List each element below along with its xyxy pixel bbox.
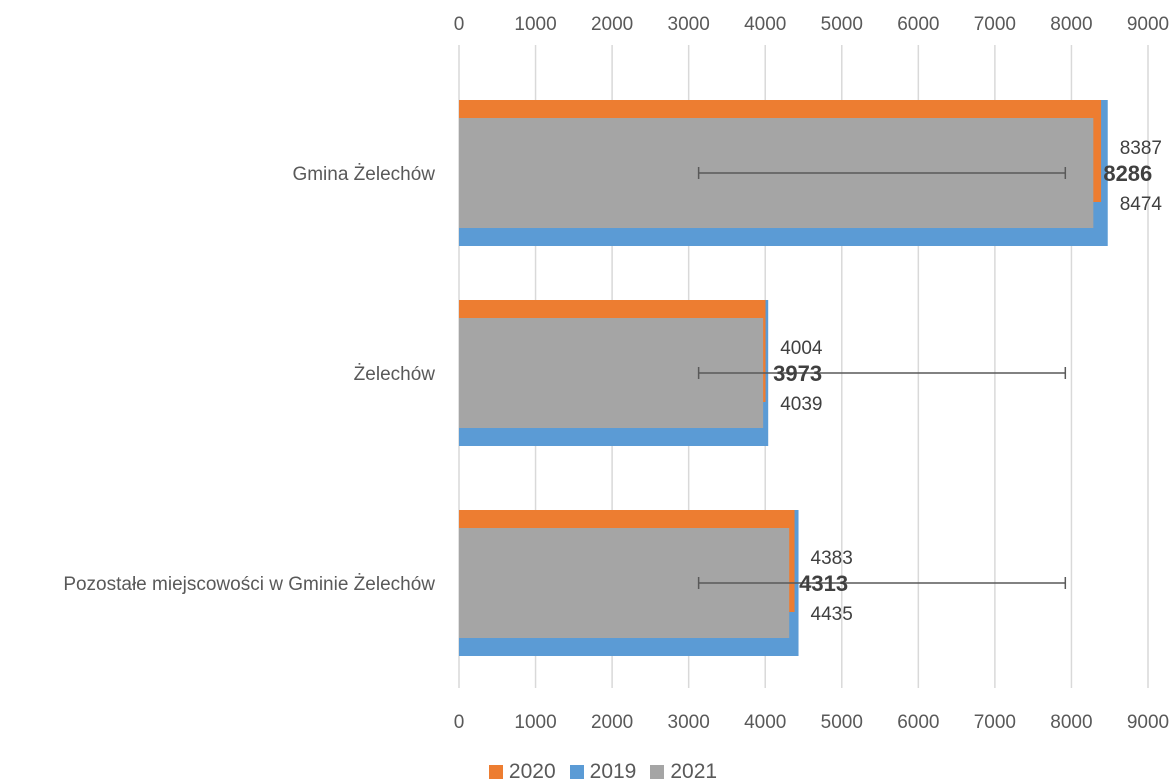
- bottom-axis-ticks: 0 1000 2000 3000 4000 5000 6000 7000 8000 9000: [454, 712, 1169, 733]
- data-label-2021: 3973: [773, 361, 822, 386]
- top-axis-ticks: 0 1000 2000 3000 4000 5000 6000 7000 8000 9000: [454, 14, 1169, 35]
- x-tick-label-bottom: 0: [454, 712, 465, 733]
- bar-chart: 0 1000 2000 3000 4000 5000 6000 7000 8000 9000 0 1…: [63, 14, 1169, 733]
- category-label: Gmina Żelechów: [292, 164, 435, 185]
- data-label-2020: 4383: [811, 548, 853, 569]
- x-tick-label-top: 0: [454, 14, 465, 35]
- legend-item-2021: 2021: [650, 760, 717, 784]
- x-tick-label-bottom: 1000: [514, 712, 556, 733]
- category-label: Pozostałe miejscowości w Gminie Żelechów: [63, 574, 435, 595]
- x-tick-label-top: 3000: [668, 14, 710, 35]
- category-label: Żelechów: [354, 364, 436, 385]
- x-tick-label-bottom: 4000: [744, 712, 786, 733]
- x-tick-label-top: 8000: [1050, 14, 1092, 35]
- data-label-2019: 4039: [780, 394, 822, 415]
- data-label-2019: 8474: [1120, 194, 1163, 215]
- data-label-2021: 4313: [799, 571, 848, 596]
- x-tick-label-bottom: 3000: [668, 712, 710, 733]
- x-tick-label-top: 6000: [897, 14, 939, 35]
- data-label-2020: 4004: [780, 338, 823, 359]
- legend-swatch: [650, 765, 665, 779]
- x-tick-label-bottom: 9000: [1127, 712, 1169, 733]
- legend-swatch: [569, 765, 584, 779]
- data-label-2019: 4435: [811, 604, 853, 625]
- x-tick-label-bottom: 5000: [821, 712, 863, 733]
- legend-item-2020: 2020: [488, 760, 556, 784]
- x-tick-label-bottom: 2000: [591, 712, 633, 733]
- error-bars: [697, 167, 1067, 589]
- legend: 2020 2019 2021: [0, 760, 1176, 784]
- x-tick-label-top: 4000: [744, 14, 786, 35]
- x-tick-label-top: 7000: [974, 14, 1016, 35]
- legend-item-2019: 2019: [569, 760, 637, 784]
- category-labels: Gmina Żelechów Żelechów Pozostałe miejscow…: [63, 164, 435, 595]
- x-tick-label-top: 5000: [821, 14, 863, 35]
- x-tick-label-bottom: 8000: [1050, 712, 1092, 733]
- legend-label: 2020: [508, 760, 556, 783]
- data-label-2020: 8387: [1120, 138, 1162, 159]
- data-label-2021: 8286: [1103, 161, 1152, 186]
- x-tick-label-bottom: 7000: [974, 712, 1016, 733]
- legend-label: 2019: [589, 760, 637, 783]
- x-tick-label-top: 2000: [591, 14, 633, 35]
- x-tick-label-bottom: 6000: [897, 712, 939, 733]
- x-tick-label-top: 1000: [514, 14, 556, 35]
- legend-label: 2021: [670, 760, 718, 783]
- legend-swatch: [488, 765, 503, 779]
- x-tick-label-top: 9000: [1127, 14, 1169, 35]
